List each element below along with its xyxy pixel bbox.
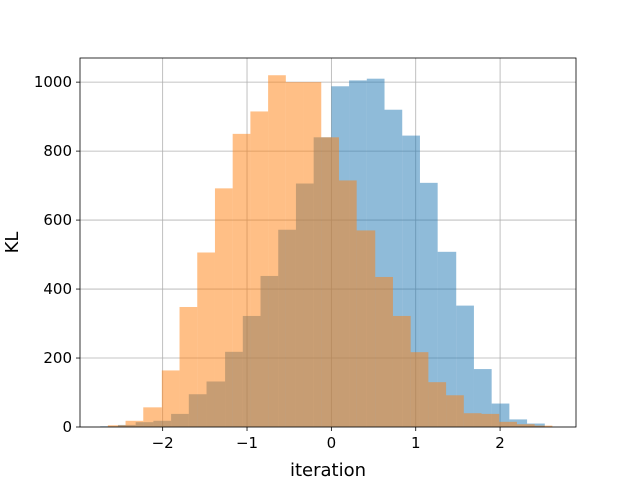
- histogram-bar-series-2: [143, 407, 162, 427]
- histogram-bar-series-2: [516, 424, 535, 427]
- histogram-bar-series-2: [481, 413, 500, 427]
- histogram-bar-series-2: [197, 252, 215, 427]
- histogram-bar-series-2: [268, 75, 286, 428]
- y-axis-label: KL: [2, 232, 23, 254]
- x-tick-label: 2: [495, 434, 505, 452]
- y-tick-label: 400: [43, 280, 72, 298]
- histogram-bar-series-1: [473, 369, 492, 427]
- histogram-bar-series-2: [356, 230, 376, 427]
- y-tick-label: 600: [43, 211, 72, 229]
- histogram-bar-series-2: [463, 413, 482, 427]
- histogram-bar-series-1: [509, 419, 528, 427]
- histogram-bar-series-2: [303, 82, 322, 427]
- histogram-bar-series-2: [285, 82, 304, 427]
- histogram-bar-series-2: [446, 395, 464, 427]
- y-tick-label: 800: [43, 142, 72, 160]
- x-tick-label: 1: [411, 434, 421, 452]
- histogram-bar-series-2: [250, 111, 269, 427]
- histogram-bar-series-2: [161, 370, 180, 427]
- histogram-bar-series-2: [338, 180, 357, 427]
- histogram-bar-series-2: [499, 421, 517, 427]
- histogram-bar-series-2: [214, 188, 233, 427]
- histogram-bar-series-2: [107, 425, 126, 427]
- y-tick-label: 200: [43, 349, 72, 367]
- histogram-bar-series-2: [534, 425, 553, 427]
- bars: [100, 75, 553, 428]
- histogram-bar-series-2: [428, 382, 447, 427]
- histogram-bar-series-2: [410, 352, 429, 427]
- y-tick-label: 1000: [34, 73, 72, 91]
- axis-ticks: −2 −1 0 1 2 0 200 400 600 800 1000: [34, 73, 505, 452]
- x-tick-label: −1: [236, 434, 258, 452]
- x-tick-label: −2: [152, 434, 174, 452]
- histogram-bar-series-2: [392, 315, 411, 427]
- x-tick-label: 0: [327, 434, 337, 452]
- histogram-bar-series-2: [232, 133, 251, 428]
- histogram-bar-series-2: [375, 276, 393, 427]
- x-axis-label: iteration: [290, 460, 366, 480]
- histogram-bar-series-2: [321, 137, 339, 428]
- histogram-bar-series-2: [179, 306, 198, 427]
- plot-frame: [79, 57, 577, 428]
- histogram-bar-series-1: [527, 423, 545, 427]
- y-tick-label: 0: [62, 418, 72, 436]
- histogram-bar-series-2: [125, 420, 144, 427]
